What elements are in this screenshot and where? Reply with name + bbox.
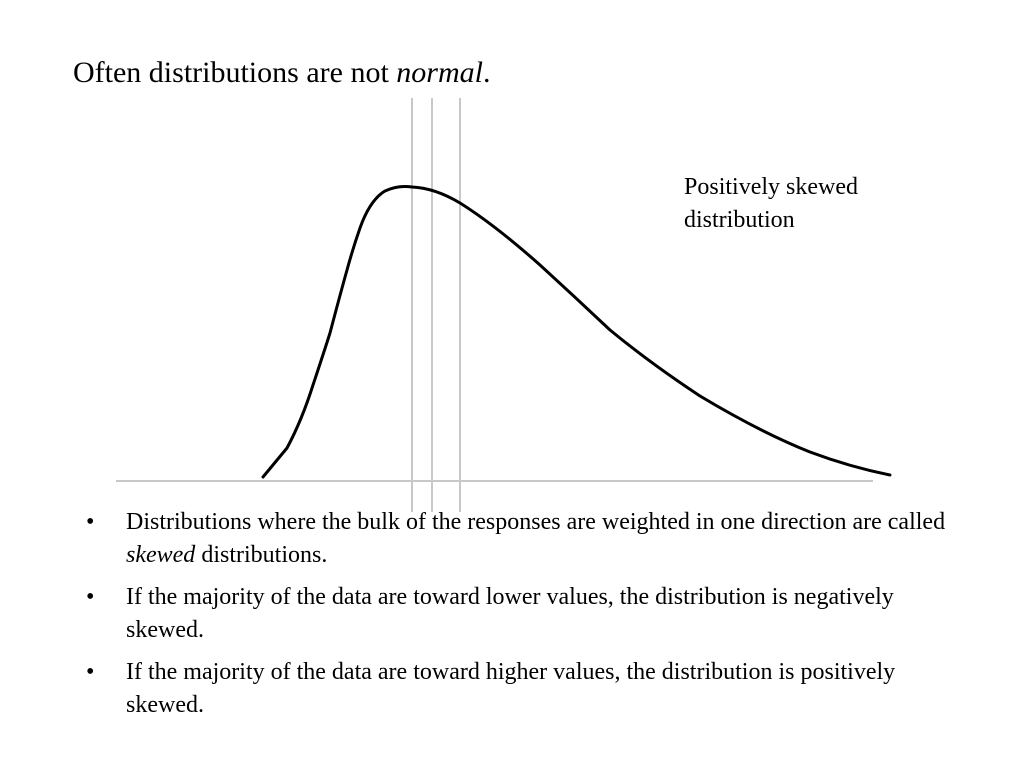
bullet-item-negative: • If the majority of the data are toward … — [86, 581, 946, 647]
bullet-marker: • — [86, 584, 95, 610]
bullet-text: If the majority of the data are toward h… — [126, 659, 896, 718]
curve-label-line1: Positively skewed — [684, 174, 858, 200]
title-text: Often distributions are not — [73, 56, 397, 89]
slide-title: Often distributions are not normal. — [73, 53, 490, 93]
bullet-item-skewed: • Distributions where the bulk of the res… — [86, 506, 946, 572]
bullet-list: • Distributions where the bulk of the res… — [86, 506, 946, 731]
bullet-text-end: distributions. — [195, 542, 328, 568]
bullet-text: If the majority of the data are toward l… — [126, 584, 894, 643]
curve-label: Positively skewed distribution — [684, 171, 924, 237]
bullet-marker: • — [86, 509, 95, 535]
bullet-item-positive: • If the majority of the data are toward … — [86, 656, 946, 722]
curve-label-line2: distribution — [684, 207, 795, 233]
distribution-curve — [261, 185, 892, 479]
bullet-emphasis: skewed — [126, 542, 196, 568]
bullet-marker: • — [86, 659, 95, 685]
title-emphasis: normal — [396, 56, 483, 89]
bullet-text: Distributions where the bulk of the resp… — [126, 509, 946, 535]
title-period: . — [482, 56, 491, 89]
